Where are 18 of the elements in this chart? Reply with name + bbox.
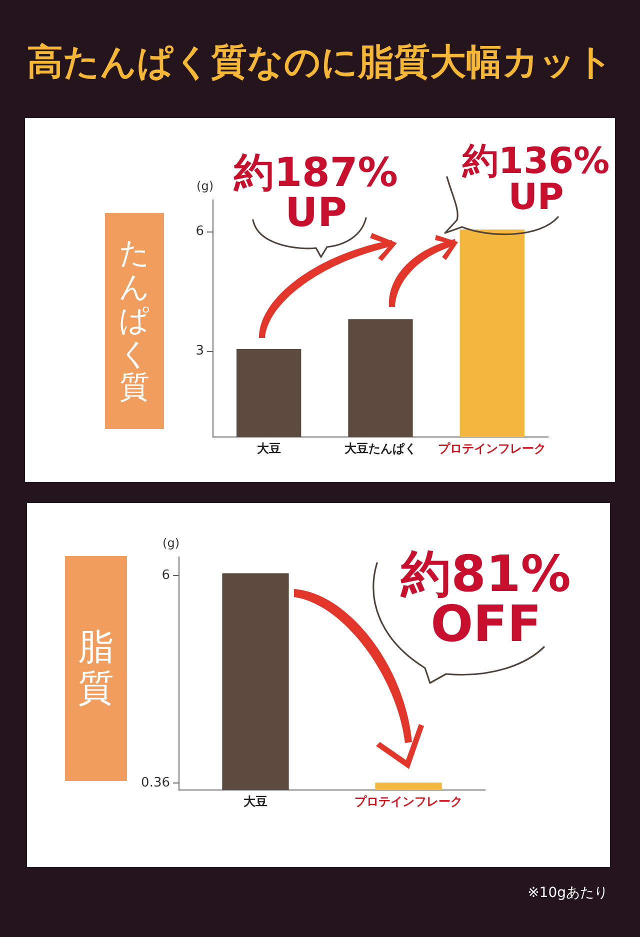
y-axis-title: (g) (162, 536, 180, 550)
text: 脂質 (77, 627, 115, 709)
chart-title: 高たんぱく質なのに脂質大幅カット (26, 41, 614, 85)
x-tick-label: プロテインフレーク (438, 441, 546, 456)
y-tick-label: 6 (196, 224, 204, 240)
text: たんぱく質 (118, 236, 150, 406)
y-tick-label: 0.36 (141, 775, 170, 790)
text: ※10gあたり (528, 884, 608, 902)
y-axis-title: (g) (196, 179, 214, 194)
annotation: 約136% UP (461, 141, 611, 218)
x-tick-label: 大豆 (256, 441, 281, 456)
y-tick-label: 6 (162, 568, 170, 583)
y-tick-label: 3 (196, 344, 204, 359)
x-tick-label: プロテインフレーク (354, 794, 462, 808)
annotation: 約187% UP (232, 150, 399, 236)
x-tick-label: 大豆たんぱく (344, 441, 416, 456)
annotation: 約81% OFF (399, 545, 572, 653)
x-tick-label: 大豆 (244, 794, 268, 808)
